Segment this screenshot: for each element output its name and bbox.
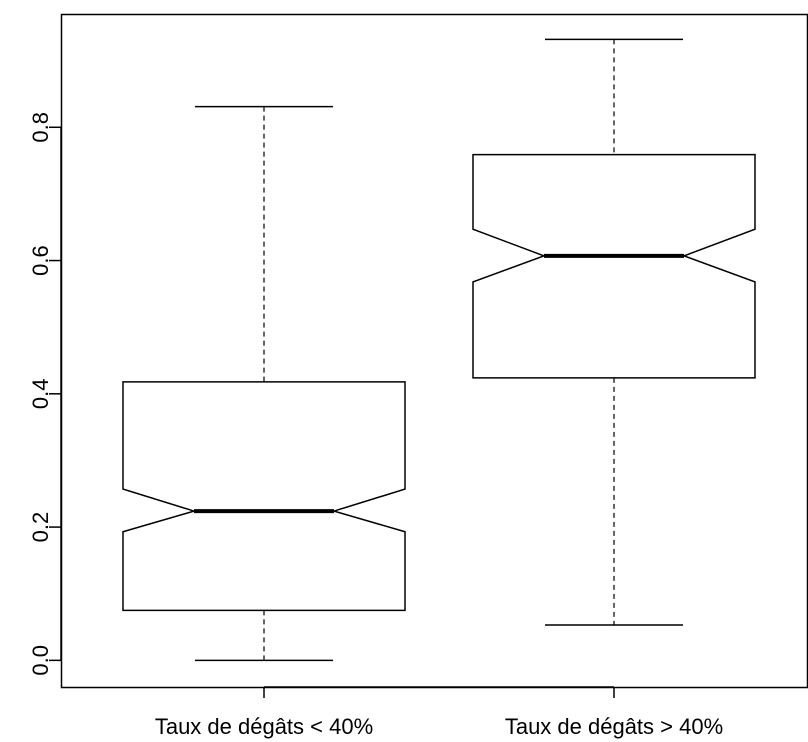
y-tick-label: 0.2 (28, 512, 53, 543)
y-tick-label: 0.8 (28, 112, 53, 143)
notched-box (122, 381, 406, 612)
x-tick-label: Taux de dégâts < 40% (155, 714, 373, 739)
y-tick-label: 0.0 (28, 645, 53, 676)
y-tick-label: 0.4 (28, 379, 53, 410)
x-tick-label: Taux de dégâts > 40% (505, 714, 723, 739)
y-tick-label: 0.6 (28, 245, 53, 276)
notched-box (472, 153, 756, 379)
